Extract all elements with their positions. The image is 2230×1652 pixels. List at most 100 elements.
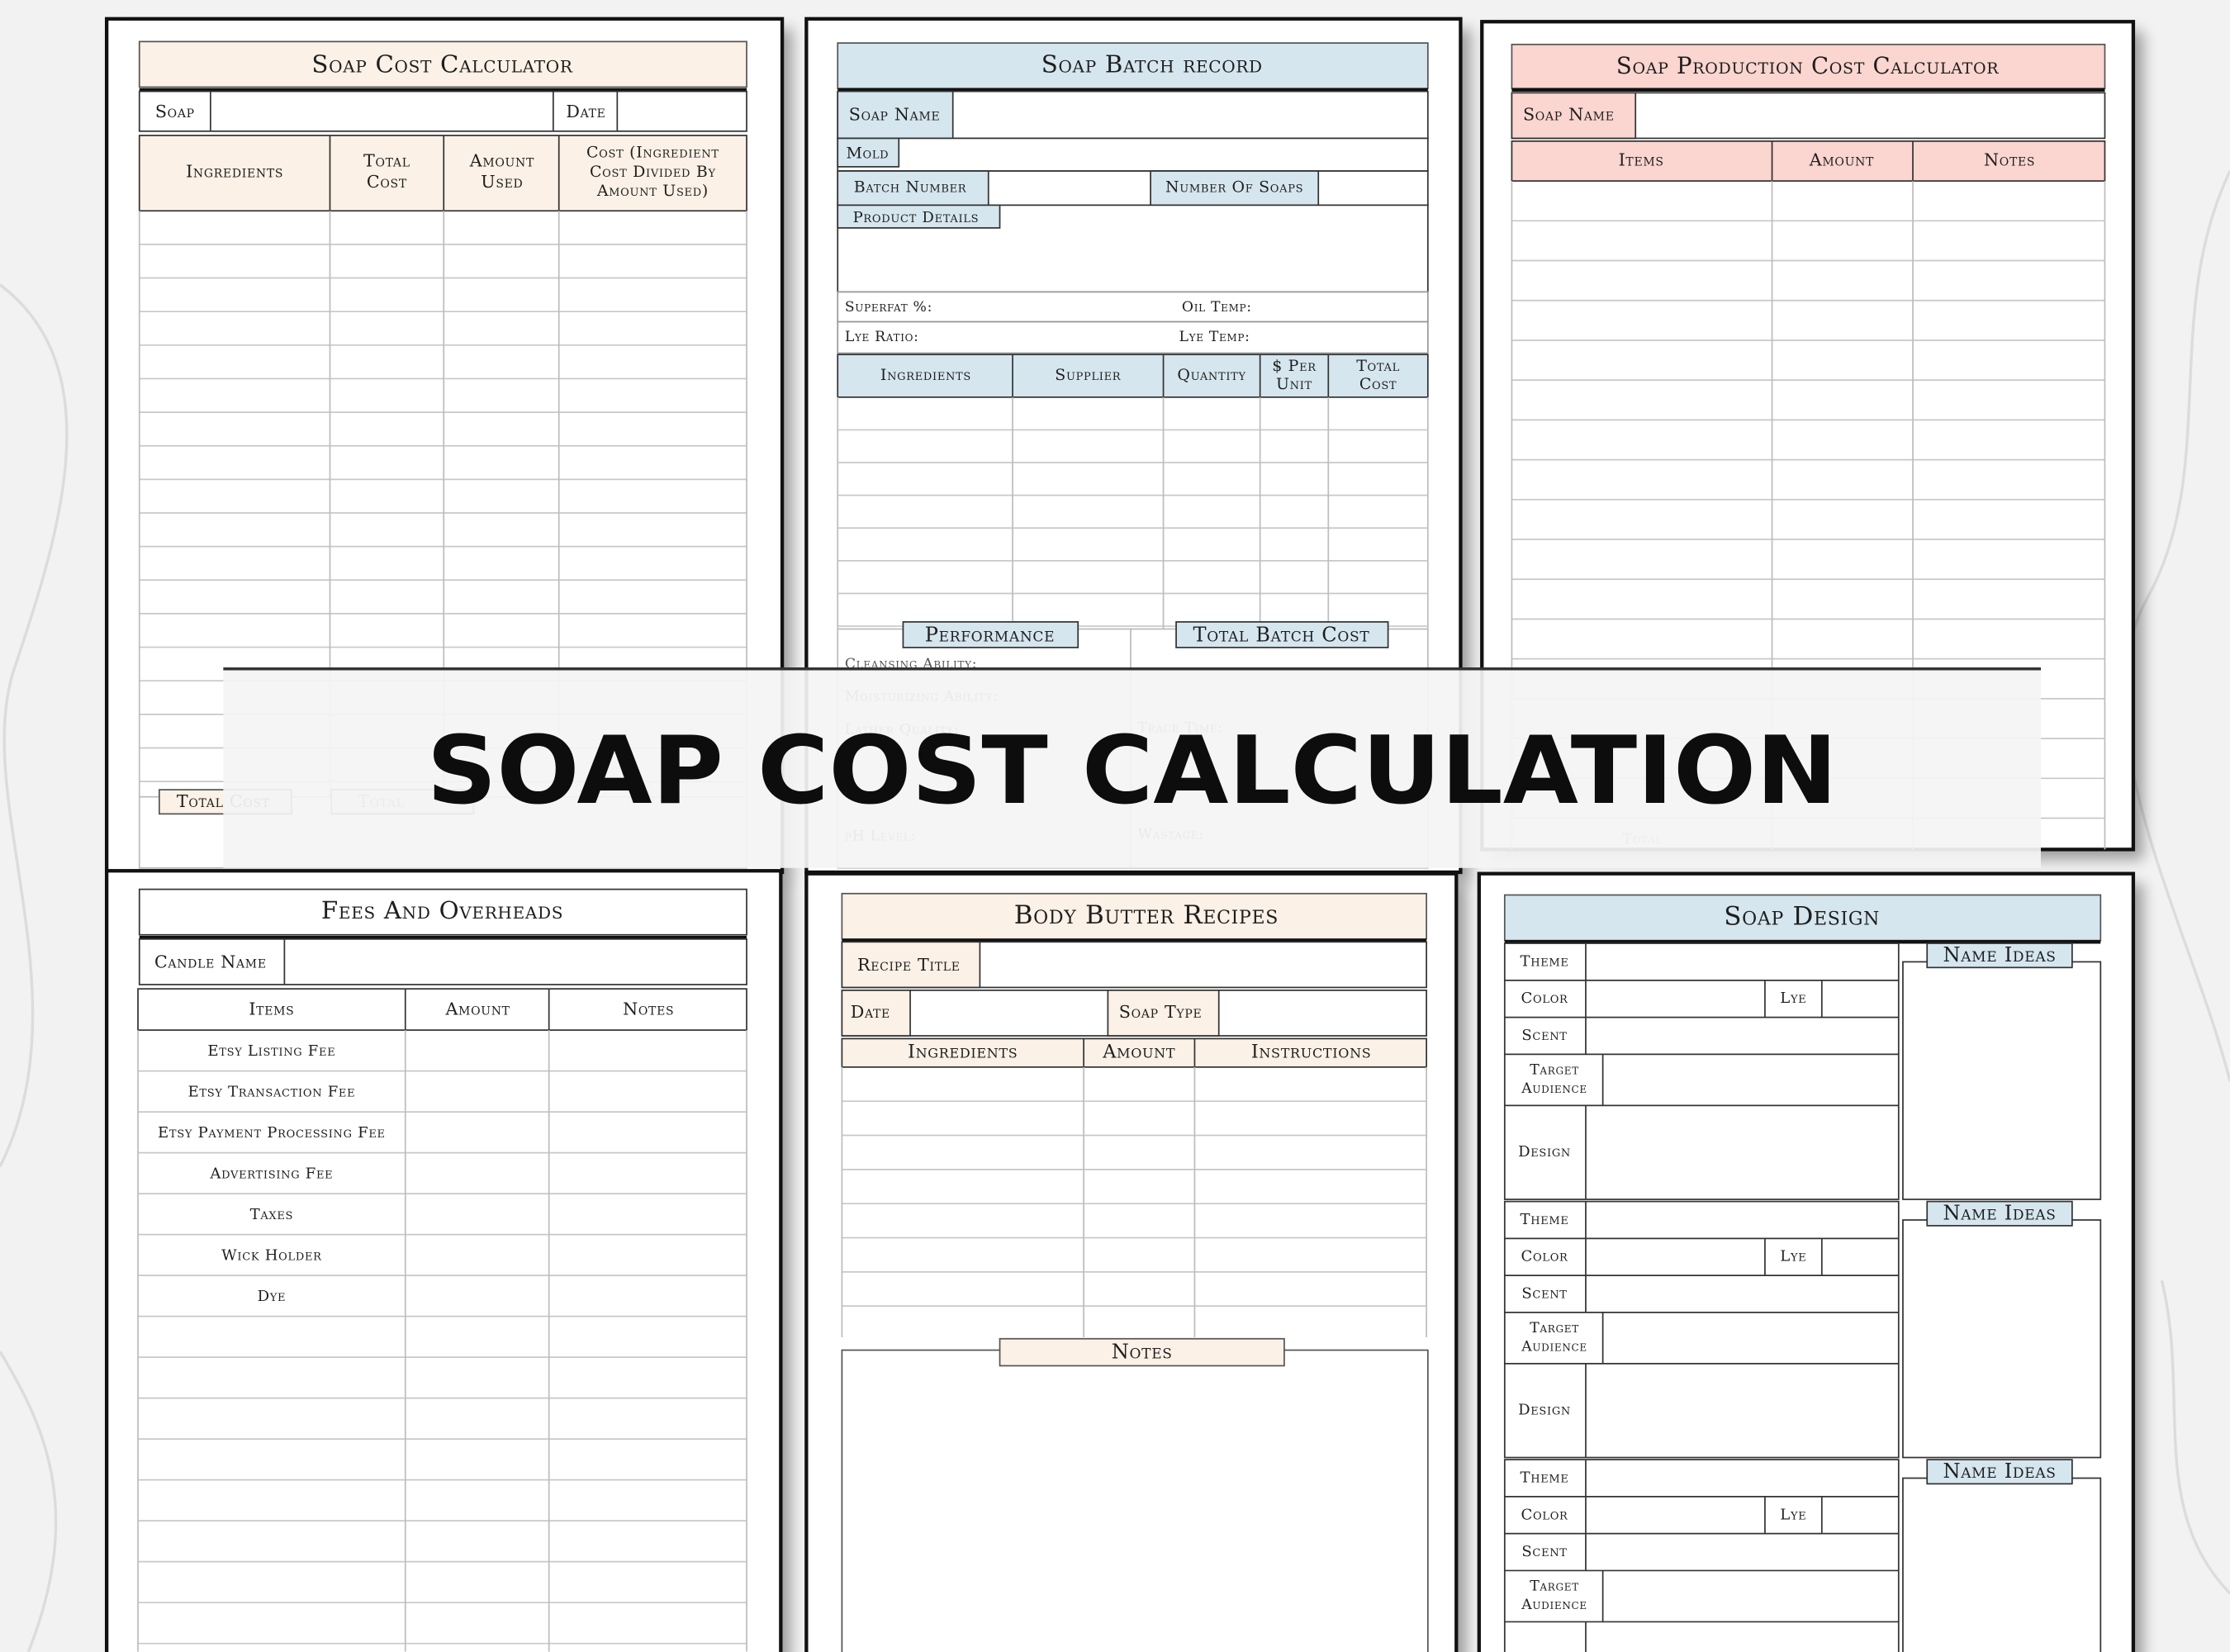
label: Color (1521, 1248, 1569, 1265)
box (1926, 1459, 2073, 1485)
label: Audience (1521, 1080, 1587, 1097)
marble-veins (0, 170, 2230, 1652)
title-box (837, 42, 1429, 90)
label: Soap Name (849, 104, 941, 124)
label: Total Batch Cost (1193, 624, 1370, 647)
label: Design (1518, 1143, 1571, 1161)
column-header: Used (481, 172, 523, 192)
label: Name Ideas (1943, 943, 2056, 966)
column-header: Supplier (1055, 366, 1122, 384)
label: Target (1530, 1062, 1579, 1079)
label: Theme (1520, 1211, 1568, 1228)
label: Theme (1520, 952, 1568, 970)
box (902, 621, 1079, 648)
box (1902, 1477, 2102, 1652)
label: Recipe Title (857, 955, 961, 975)
label: Lye (1780, 1506, 1806, 1523)
label: Lye Temp: (1179, 329, 1250, 345)
sheet-title: Body Butter Recipes (1014, 900, 1279, 930)
column-header: Total (363, 150, 410, 170)
column-header: Cost (367, 172, 407, 192)
sheet-title: Soap Production Cost Calculator (1616, 53, 1999, 79)
title-box (138, 888, 747, 936)
label: Date (851, 1002, 890, 1022)
banner (223, 668, 2041, 868)
box (1926, 1200, 2073, 1227)
column-header: Cost (Ingredient (586, 144, 719, 162)
column-header: Notes (623, 999, 674, 1018)
fee-item: Etsy Transaction Fee (187, 1083, 355, 1100)
box (1511, 140, 2106, 182)
box (837, 170, 989, 206)
label: Theme (1520, 1469, 1568, 1487)
label: Soap Type (1119, 1002, 1203, 1022)
label: Scent (1521, 1543, 1567, 1560)
label: Target (1530, 1578, 1579, 1595)
label: Number Of Soaps (1165, 178, 1303, 197)
column-header: Items (1619, 150, 1664, 169)
column-header: Total (1356, 357, 1400, 375)
column-header: Cost (1359, 375, 1397, 393)
label: Lye Ratio: (845, 329, 919, 345)
box (841, 1037, 1427, 1068)
box (138, 938, 747, 985)
box (837, 90, 954, 140)
label: Candle Name (154, 952, 267, 972)
label: Name Ideas (1943, 1202, 2056, 1225)
column-header: Ingredients (908, 1042, 1018, 1063)
label: Design (1518, 1402, 1571, 1419)
label: Superfat %: (845, 299, 932, 316)
column-header: Amount (1102, 1042, 1175, 1063)
title-box (1503, 894, 2102, 942)
column-header: Items (249, 999, 294, 1018)
label: Scent (1521, 1285, 1567, 1303)
label: Notes (1112, 1340, 1173, 1363)
box (137, 988, 747, 1031)
column-header: Amount Used) (596, 182, 709, 200)
box (1175, 621, 1389, 648)
label: Mold (846, 144, 889, 162)
column-header: Instructions (1251, 1042, 1372, 1063)
fee-item: Etsy Listing Fee (207, 1042, 335, 1060)
box (841, 941, 981, 989)
box (1902, 1219, 2102, 1459)
box (1511, 92, 1637, 140)
column-header: $ Per (1272, 357, 1317, 375)
box (841, 990, 911, 1037)
title-box (1511, 43, 2106, 90)
box (837, 137, 900, 168)
sheet-title: Soap Batch record (1041, 50, 1263, 78)
column-header: Ingredients (880, 366, 971, 384)
fee-item: Advertising Fee (209, 1165, 333, 1182)
box (1503, 1200, 1900, 1459)
label: Lye (1780, 990, 1806, 1007)
label: Target (1530, 1320, 1579, 1336)
label: Color (1521, 1506, 1569, 1523)
box (841, 1349, 1429, 1652)
box (1902, 961, 2102, 1200)
sheet-title: Fees And Overheads (321, 896, 563, 924)
label: Product Details (853, 209, 980, 226)
label: Oil Temp: (1182, 299, 1252, 316)
title-box (138, 40, 747, 88)
box (837, 354, 1429, 398)
column-header: Cost Divided By (590, 163, 716, 181)
box (837, 320, 1429, 354)
label: Scent (1521, 1027, 1567, 1044)
column-header: Amount (1809, 150, 1874, 169)
label: Date (566, 102, 605, 121)
box (837, 204, 1001, 229)
label: Soap (155, 102, 195, 121)
label: Audience (1521, 1339, 1587, 1355)
label: Audience (1521, 1597, 1587, 1613)
column-header: Ingredients (186, 161, 283, 181)
label: Batch Number (854, 178, 967, 197)
box (999, 1337, 1285, 1367)
label: Performance (925, 624, 1056, 647)
box (837, 137, 1429, 172)
box (1107, 990, 1220, 1037)
banner-title: SOAP COST CALCULATION (427, 716, 1838, 825)
fee-item: Etsy Payment Processing Fee (158, 1124, 386, 1142)
